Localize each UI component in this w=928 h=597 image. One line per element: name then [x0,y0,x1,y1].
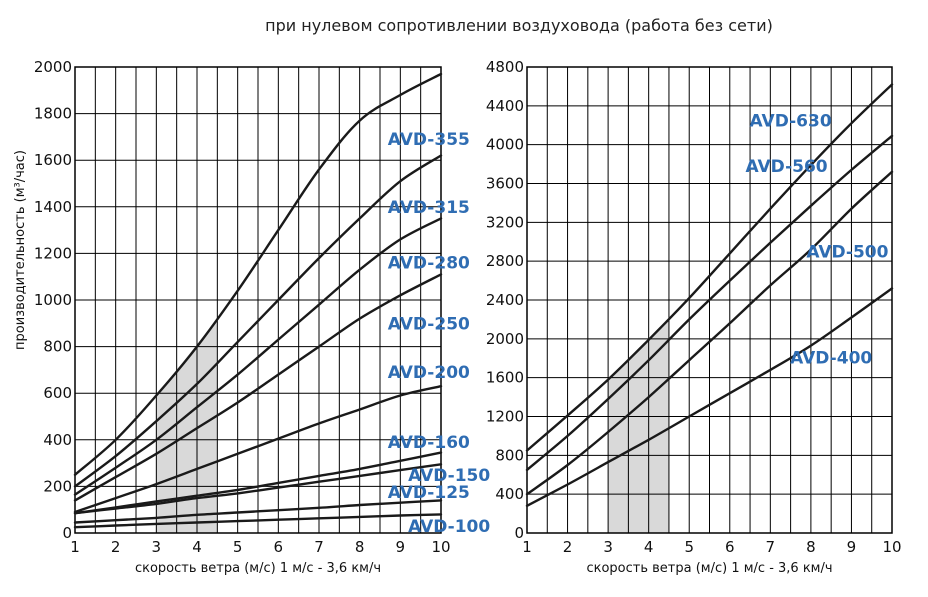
series-label: AVD-315 [388,198,470,218]
x-tick-label: 10 [882,538,901,556]
series-line [73,499,443,524]
x-tick-label: 2 [563,538,573,556]
y-axis-title: производительность (м³/час) [13,150,28,350]
y-tick-label: 400 [495,485,524,503]
x-tick-label: 8 [355,538,365,556]
x-tick-label: 7 [766,538,776,556]
series-line [73,72,443,476]
x-tick-label: 6 [274,538,284,556]
x-tick-label: 10 [431,538,450,556]
y-tick-label: 2000 [486,330,524,348]
y-tick-label: 2400 [486,291,524,309]
series-line [525,170,894,496]
y-tick-label: 1000 [34,291,72,309]
y-tick-label: 1600 [34,151,72,169]
series-label: AVD-560 [745,157,827,177]
x-tick-label: 8 [806,538,816,556]
x-tick-label: 5 [233,538,243,556]
series-line [73,273,443,502]
series-label: AVD-200 [388,363,470,383]
series-line [73,513,443,529]
x-tick-label: 1 [522,538,532,556]
chart-left: 0 200 400 600 800 1000 1200 1400 1600 1800 2000 1 2 3… [13,58,490,576]
y-tick-label: 1400 [34,198,72,216]
x-axis-title: скорость ветра (м/с) 1 м/с - 3,6 км/ч [586,561,832,576]
y-tick-label: 2000 [34,58,72,76]
x-tick-label: 3 [603,538,613,556]
y-tick-label: 0 [62,524,72,542]
y-tick-label: 1800 [34,105,72,123]
series-label: AVD-100 [408,517,490,537]
y-tick-label: 400 [43,431,72,449]
x-tick-label: 4 [644,538,654,556]
y-tick-label: 4400 [486,97,524,115]
x-tick-label: 4 [192,538,202,556]
y-tick-label: 3200 [486,213,524,231]
shaded-range [608,318,669,533]
series-line [525,134,894,472]
y-tick-label: 2800 [486,252,524,270]
y-tick-label: 1200 [486,408,524,426]
chart-right: 0 400 800 1200 1600 2000 2400 2800 3200 3600 4000 4… [486,58,902,576]
plot-frame [74,66,442,534]
x-tick-label: 2 [111,538,121,556]
y-tick-label: 1200 [34,244,72,262]
series-label: AVD-160 [388,433,470,453]
x-tick-label: 5 [684,538,694,556]
x-tick-label: 3 [152,538,162,556]
x-tick-label: 7 [314,538,324,556]
series-label: AVD-280 [388,254,470,274]
x-axis-title: скорость ветра (м/с) 1 м/с - 3,6 км/ч [135,561,381,576]
x-tick-label: 9 [396,538,406,556]
y-tick-label: 0 [514,524,524,542]
x-tick-label: 9 [847,538,857,556]
y-tick-label: 1600 [486,369,524,387]
y-tick-label: 200 [43,477,72,495]
series-line [525,83,894,452]
y-tick-label: 800 [43,338,72,356]
y-tick-label: 600 [43,384,72,402]
plot-frame [526,66,893,534]
y-tick-label: 4800 [486,58,524,76]
x-tick-label: 1 [70,538,80,556]
series-label: AVD-150 [408,466,490,486]
series-line [73,217,443,496]
series-label: AVD-355 [388,130,470,150]
series-line [73,385,443,514]
series-line [73,451,443,515]
x-tick-label: 6 [725,538,735,556]
series-label: AVD-250 [388,314,470,334]
series-line [73,463,443,515]
y-tick-label: 4000 [486,136,524,154]
series-label: AVD-630 [750,111,832,131]
series-line [525,287,894,507]
series-label: AVD-400 [790,348,872,368]
series-label: AVD-500 [806,242,888,262]
y-tick-label: 3600 [486,175,524,193]
series-line [73,154,443,488]
y-tick-label: 800 [495,446,524,464]
series-label: AVD-125 [388,483,470,503]
page-title: при нулевом сопротивлении воздуховода (р… [265,16,773,35]
